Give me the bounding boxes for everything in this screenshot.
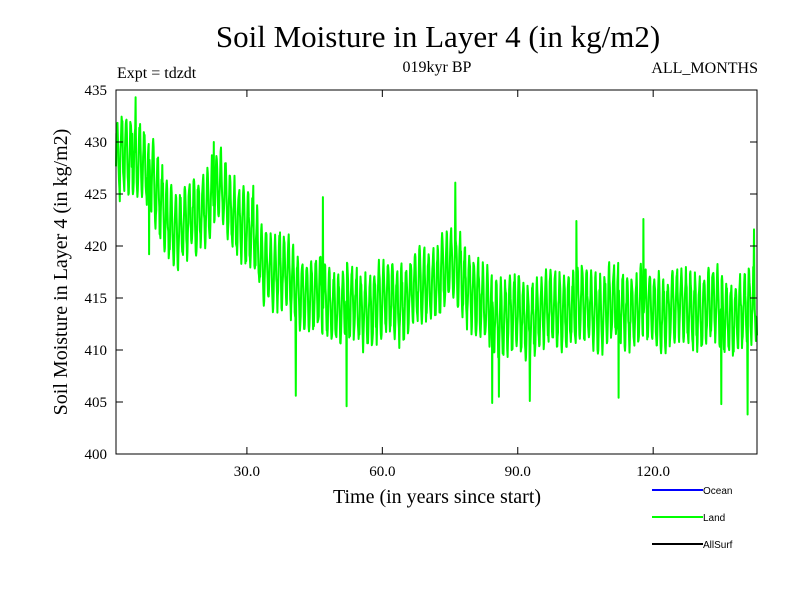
period-label: 019kyr BP [403,59,472,76]
chart-title: Soil Moisture in Layer 4 (in kg/m2) [216,19,660,54]
y-tick-label: 410 [85,343,108,359]
x-tick-label: 120.0 [636,464,670,480]
land-series-line [115,96,758,416]
legend-label-land: Land [703,513,725,524]
legend-label-ocean: Ocean [703,486,732,497]
x-axis-label: Time (in years since start) [333,486,541,508]
y-tick-label: 400 [85,447,108,463]
x-tick-label: 90.0 [505,464,531,480]
legend: Ocean Land AllSurf [652,486,733,551]
legend-label-allsurf: AllSurf [703,540,733,551]
y-tick-label: 435 [85,83,108,99]
y-tick-label: 420 [85,239,108,255]
y-tick-label: 405 [85,395,108,411]
y-tick-label: 425 [85,187,108,203]
plot-area [115,89,758,455]
y-tick-label: 430 [85,135,108,151]
experiment-label: Expt = tdzdt [117,65,197,82]
x-tick-label: 60.0 [369,464,395,480]
months-label: ALL_MONTHS [651,60,758,77]
x-tick-label: 30.0 [234,464,260,480]
y-axis-label: Soil Moisture in Layer 4 (in kg/m2) [50,129,72,416]
y-axis: 400 405 410 415 420 425 430 435 [85,83,757,463]
x-axis: 30.0 60.0 90.0 120.0 [234,90,670,480]
y-tick-label: 415 [85,291,108,307]
plot-frame [115,89,758,455]
